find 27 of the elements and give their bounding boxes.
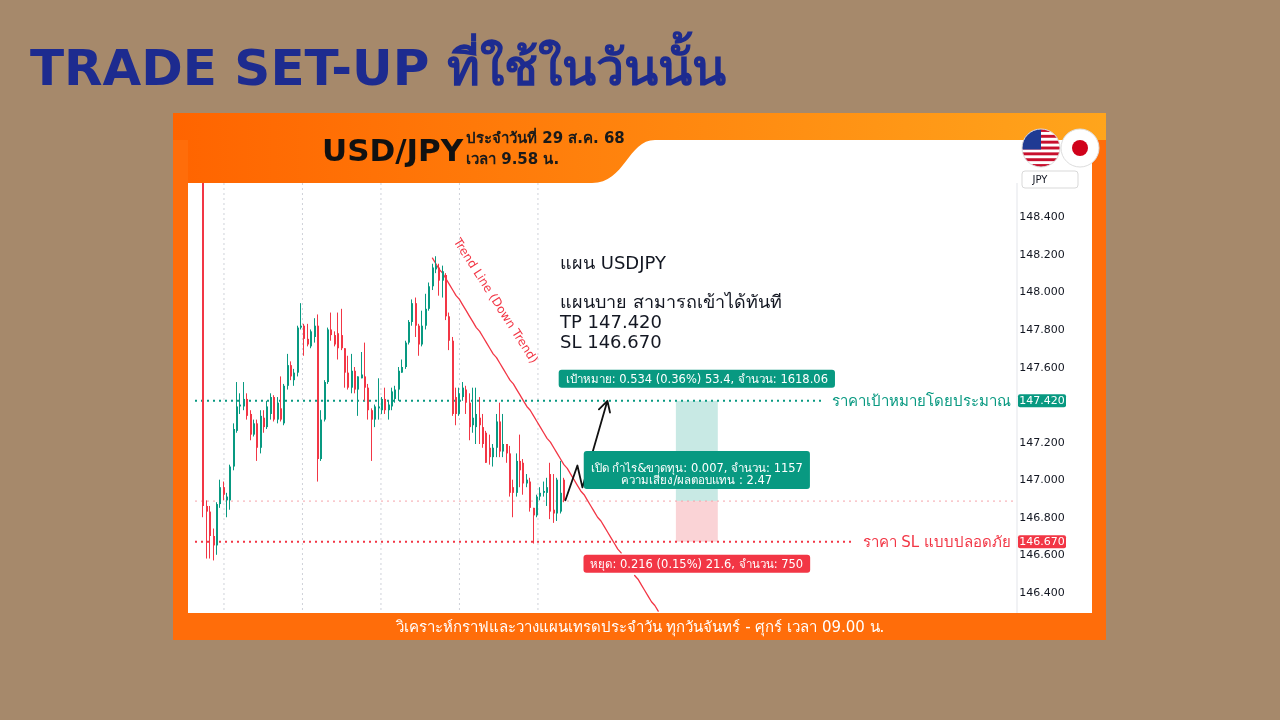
band-label: หยุด: 0.216 (0.15%) 21.6, จำนวน: 750 xyxy=(590,556,804,571)
ytick: 147.420 xyxy=(1018,394,1066,408)
ytick: 146.670 xyxy=(1018,535,1066,549)
annotation: ประจำวันที่ 29 ส.ค. 68 xyxy=(466,129,625,147)
ytick: 148.400 xyxy=(1019,210,1065,224)
chip: JPY xyxy=(1021,170,1079,189)
ytick: 147.600 xyxy=(1019,360,1065,374)
entry-label: เปิด กำไร&ขาดทุน: 0.007, จำนวน: 1157 ความเสี่ยง/ผลตอบแทน : 2.47 xyxy=(583,451,810,490)
annotation: เวลา 9.58 น. xyxy=(466,150,560,168)
ytick: 146.800 xyxy=(1019,510,1065,524)
annotation: TP 147.420 xyxy=(560,311,662,332)
subtitle: USD/JPY xyxy=(322,132,464,168)
ytick: 148.200 xyxy=(1019,247,1065,261)
ref-label: ราคาเป้าหมายโดยประมาณ xyxy=(832,391,1011,410)
ytick: 148.000 xyxy=(1019,285,1065,299)
ytick: 147.000 xyxy=(1019,473,1065,487)
ytick: 146.600 xyxy=(1019,548,1065,562)
ytick: 147.200 xyxy=(1019,435,1065,449)
annotation: แผนบาย สามารถเข้าได้ทันที xyxy=(560,291,782,312)
ytick: 146.400 xyxy=(1019,585,1065,599)
ytick: 147.800 xyxy=(1019,322,1065,336)
title: TRADE SET-UP ที่ใช้ในวันนั้น xyxy=(30,26,730,110)
annotation: SL 146.670 xyxy=(560,331,662,352)
annotation: วิเคราะห์กราฟและวางแผนเทรดประจำวัน ทุกวันจันทร์ - ศุกร์ เวลา 09.00 น. xyxy=(395,618,885,636)
band-label: เป้าหมาย: 0.534 (0.36%) 53.4, จำนวน: 1618.06 xyxy=(565,371,828,386)
annotation: แผน USDJPY xyxy=(560,252,666,273)
ref-label: ราคา SL แบบปลอดภัย xyxy=(862,532,1011,551)
